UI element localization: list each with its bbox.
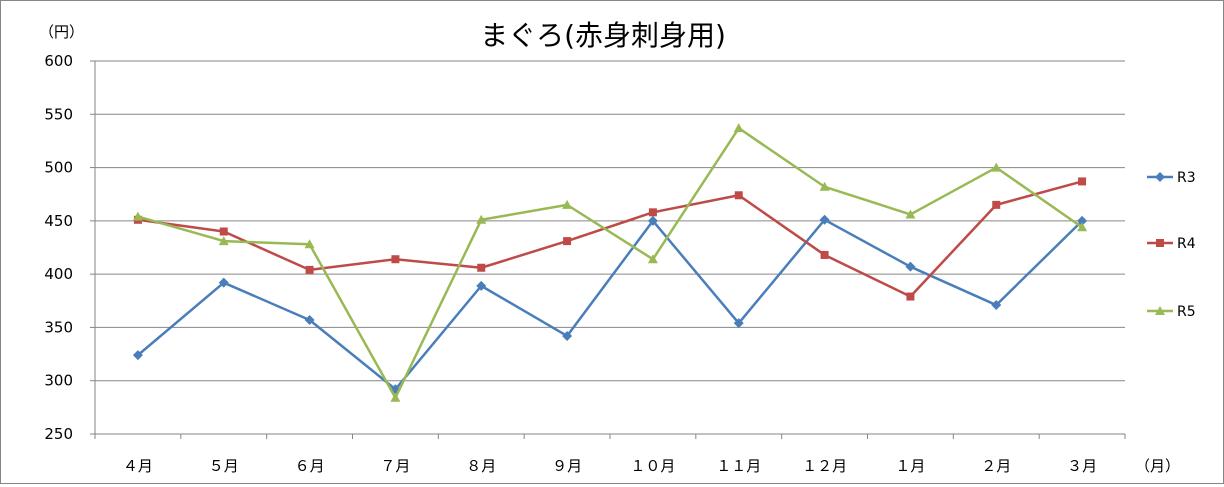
series-r5	[132, 123, 1088, 402]
chart-title: まぐろ(赤身刺身用)	[480, 19, 726, 52]
x-tick-label: ６月	[295, 457, 325, 475]
data-point-r3	[647, 215, 658, 226]
y-tick-label: 550	[44, 105, 73, 123]
series-line-r5	[137, 126, 1083, 400]
data-point-r3	[733, 318, 744, 329]
x-tick-label: ８月	[466, 457, 496, 475]
series-r3	[132, 214, 1088, 395]
data-point-r4	[563, 237, 572, 246]
data-point-r5	[562, 199, 573, 209]
x-axis-unit-label: （月）	[1135, 457, 1180, 475]
y-axis-ticks: 250 300 350 400 450 500 550 600	[44, 52, 95, 443]
data-point-r5	[647, 254, 658, 264]
legend-label-r5: R5	[1177, 304, 1196, 320]
data-point-r5	[905, 209, 916, 219]
legend-entry-r5: R5	[1147, 304, 1196, 320]
y-tick-label: 350	[44, 318, 73, 336]
data-point-r4	[906, 292, 915, 301]
data-point-r3	[218, 277, 229, 288]
data-point-r5	[476, 214, 487, 224]
data-point-r4	[305, 265, 314, 274]
y-tick-label: 300	[44, 372, 73, 390]
data-point-r5	[991, 162, 1002, 172]
y-tick-label: 250	[44, 425, 73, 443]
legend-label-r4: R4	[1177, 236, 1196, 252]
data-point-r3	[132, 350, 143, 361]
y-tick-label: 600	[44, 52, 73, 70]
legend-entry-r4: R4	[1147, 236, 1196, 252]
data-point-r3	[476, 280, 487, 291]
data-point-r5	[132, 211, 143, 221]
data-point-r5	[390, 392, 401, 402]
x-tick-label: １１月	[716, 457, 761, 475]
legend-entry-r3: R3	[1147, 170, 1196, 186]
data-point-r5	[819, 181, 830, 191]
x-tick-label: １２月	[802, 457, 847, 475]
series-group	[132, 123, 1088, 402]
data-point-r3	[304, 314, 315, 325]
x-tick-label: ４月	[123, 457, 153, 475]
y-tick-label: 500	[44, 159, 73, 177]
y-tick-label: 450	[44, 212, 73, 230]
data-point-r3	[562, 330, 573, 341]
data-point-r3	[819, 214, 830, 225]
data-point-r4	[648, 208, 657, 217]
x-tick-label: ３月	[1067, 457, 1097, 475]
legend-marker-r4	[1156, 239, 1164, 247]
series-line-r3	[137, 218, 1083, 391]
data-point-r4	[992, 200, 1001, 209]
data-point-r3	[991, 300, 1002, 311]
y-tick-label: 400	[44, 265, 73, 283]
legend-marker-r5	[1155, 306, 1165, 315]
gridlines	[95, 60, 1125, 382]
data-point-r5	[304, 239, 315, 249]
y-axis-unit-label: （円）	[39, 23, 84, 41]
x-tick-label: ９月	[552, 457, 582, 475]
legend: R3 R4 R5	[1147, 170, 1196, 320]
data-point-r4	[477, 263, 486, 272]
data-point-r5	[218, 236, 229, 246]
data-point-r4	[734, 191, 743, 200]
data-point-r4	[1078, 177, 1087, 186]
data-point-r4	[219, 227, 228, 236]
axes	[94, 61, 1125, 435]
data-point-r3	[1077, 215, 1088, 226]
series-line-r4	[137, 180, 1083, 298]
x-axis-ticks: ４月 ５月 ６月 ７月 ８月 ９月 １０月 １１月 １２月 １月 ２月 ３月	[94, 434, 1126, 475]
legend-marker-r3	[1155, 172, 1165, 182]
x-tick-label: ２月	[981, 457, 1011, 475]
data-point-r4	[391, 255, 400, 264]
data-point-r4	[820, 250, 829, 259]
data-point-r5	[1077, 222, 1088, 232]
x-tick-label: ７月	[380, 457, 410, 475]
data-point-r3	[905, 261, 916, 272]
x-tick-label: ５月	[209, 457, 239, 475]
data-point-r5	[733, 123, 744, 133]
x-tick-label: １０月	[630, 457, 675, 475]
legend-label-r3: R3	[1177, 170, 1196, 186]
x-tick-label: １月	[895, 457, 925, 475]
